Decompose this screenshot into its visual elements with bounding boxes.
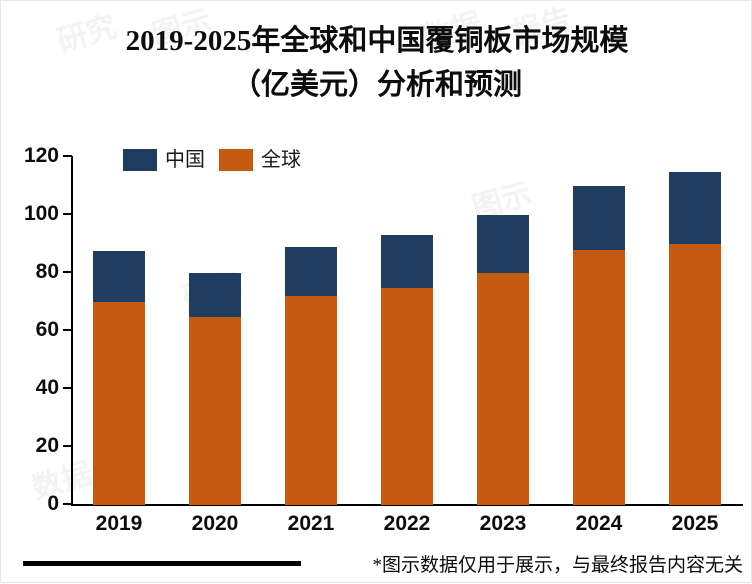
x-axis-tick-label: 2020 (191, 512, 239, 535)
legend-entry-global[interactable]: 全球 (219, 149, 301, 171)
chart-legend: 中国 全球 (123, 149, 301, 171)
bar-segment-china[interactable] (669, 171, 721, 244)
x-axis-tick-label: 2024 (575, 512, 623, 535)
y-axis-tick-label: 100 (23, 202, 59, 225)
bar-segment-global[interactable] (189, 316, 241, 505)
x-axis-tick-label: 2021 (287, 512, 335, 535)
bar-group[interactable] (669, 171, 721, 505)
y-axis-line (71, 156, 73, 505)
bar-segment-global[interactable] (285, 296, 337, 505)
bar-group[interactable] (189, 273, 241, 505)
bar-group[interactable] (477, 215, 529, 505)
footer-note: *图示数据仅用于展示，与最终报告内容无关 (372, 555, 743, 576)
footer-divider (23, 561, 301, 566)
legend-swatch-icon (123, 149, 157, 171)
bar-segment-china[interactable] (477, 215, 529, 273)
legend-label-china: 中国 (165, 149, 205, 171)
y-axis-tick-label: 20 (35, 434, 59, 457)
bar-group[interactable] (573, 186, 625, 505)
bar-segment-global[interactable] (381, 287, 433, 505)
y-axis-tick-label: 60 (35, 318, 59, 341)
legend-swatch-icon (219, 149, 253, 171)
bar-segment-china[interactable] (93, 251, 145, 302)
legend-label-global: 全球 (261, 149, 301, 171)
y-axis-tick-label: 120 (23, 144, 59, 167)
y-axis-tick (63, 387, 72, 389)
bar-segment-china[interactable] (381, 235, 433, 288)
x-axis-tick-label: 2025 (671, 512, 719, 535)
bar-segment-global[interactable] (477, 273, 529, 505)
y-axis-tick-label: 40 (35, 376, 59, 399)
y-axis-tick (63, 445, 72, 447)
bar-group[interactable] (285, 246, 337, 505)
bar-segment-china[interactable] (189, 273, 241, 317)
y-axis-tick (63, 503, 72, 505)
y-axis-tick-label: 0 (47, 492, 59, 515)
x-axis-tick-label: 2019 (95, 512, 143, 535)
chart-title-line-1: 2019-2025年全球和中国覆铜板市场规模 (125, 25, 629, 57)
bar-segment-china[interactable] (285, 246, 337, 297)
bar-segment-global[interactable] (93, 302, 145, 505)
y-axis-tick (63, 155, 72, 157)
x-axis-line (71, 504, 743, 506)
bar-group[interactable] (381, 235, 433, 505)
chart-title-line-2: （亿美元）分析和预测 (231, 69, 522, 101)
x-axis-tick-label: 2023 (479, 512, 527, 535)
y-axis-tick (63, 271, 72, 273)
bar-series-container (71, 156, 743, 505)
chart-title: 2019-2025年全球和中国覆铜板市场规模 （亿美元）分析和预测 (1, 19, 752, 107)
legend-entry-china[interactable]: 中国 (123, 149, 205, 171)
y-axis-tick (63, 213, 72, 215)
bar-segment-china[interactable] (573, 186, 625, 250)
bar-group[interactable] (93, 251, 145, 505)
x-axis-tick-label: 2022 (383, 512, 431, 535)
bar-segment-global[interactable] (669, 244, 721, 505)
y-axis-tick-label: 80 (35, 260, 59, 283)
y-axis-tick (63, 329, 72, 331)
bar-segment-global[interactable] (573, 249, 625, 505)
